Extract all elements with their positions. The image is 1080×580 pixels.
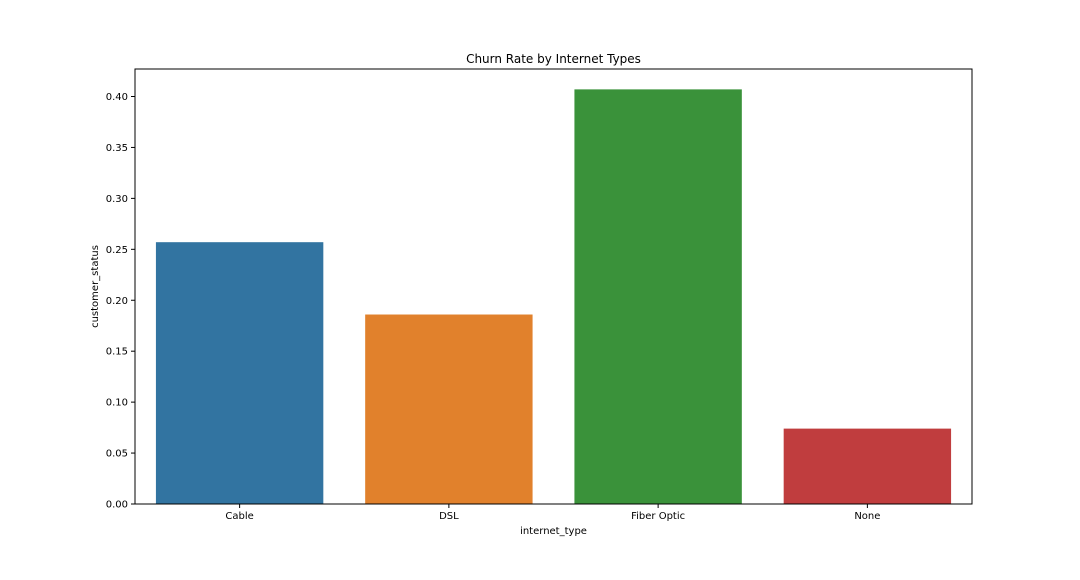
bar-fiber-optic [574, 89, 742, 505]
bar-cable [155, 242, 324, 505]
y-tick-label: 0.15 [106, 347, 128, 358]
x-tick-label: Fiber Optic [631, 511, 685, 522]
x-tick-label: DSL [439, 511, 459, 522]
bar-none [783, 428, 952, 504]
y-tick-label: 0.25 [106, 245, 128, 256]
plot-frame [134, 68, 973, 505]
x-axis-ticks: Cable DSL Fiber Optic None [225, 504, 880, 522]
y-axis-ticks: 0.00 0.05 0.10 0.15 0.20 0.25 0.30 0.35 0.40 [106, 92, 135, 511]
bars-layer [155, 89, 952, 505]
x-tick-label: None [854, 511, 880, 522]
y-tick-label: 0.20 [106, 296, 128, 307]
x-axis-label: internet_type [520, 526, 587, 537]
y-tick-label: 0.40 [106, 92, 128, 103]
y-tick-label: 0.35 [106, 143, 128, 154]
y-tick-label: 0.10 [106, 398, 128, 409]
y-tick-label: 0.05 [106, 449, 128, 460]
y-tick-label: 0.30 [106, 194, 128, 205]
bar-dsl [365, 314, 533, 504]
y-tick-label: 0.00 [106, 500, 128, 511]
x-tick-label: Cable [225, 511, 253, 522]
y-axis-label: customer_status [90, 245, 101, 328]
chart-title: Churn Rate by Internet Types [466, 52, 641, 66]
